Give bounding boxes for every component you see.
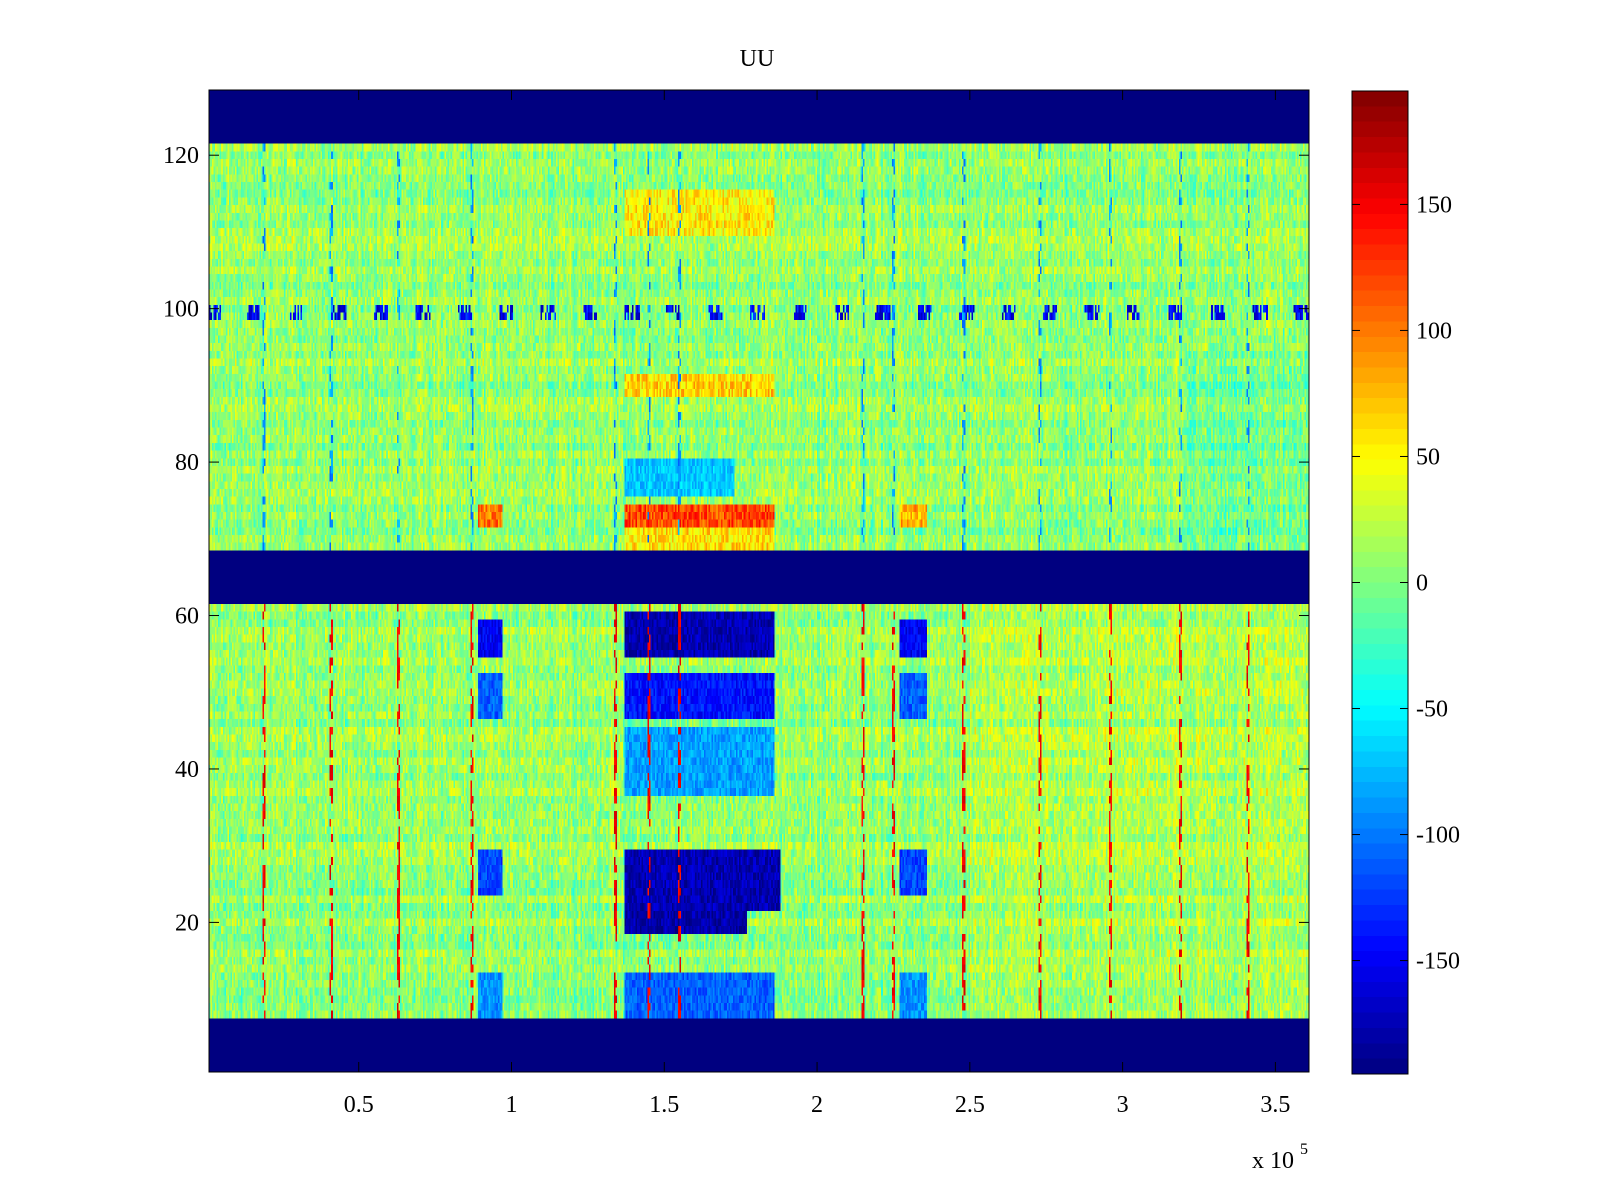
x-tick-label: 2.5 — [955, 1092, 985, 1118]
y-tick-label: 40 — [175, 757, 199, 783]
y-tick-label: 20 — [175, 910, 199, 936]
colorbar-tick-label: 150 — [1416, 192, 1452, 218]
colorbar-tick-label: -50 — [1416, 697, 1448, 723]
colorbar-image — [1352, 91, 1408, 1074]
colorbar-ticks: 150 100 50 0 -50 -100 -150 — [1352, 192, 1460, 975]
colorbar-tick-label: 100 — [1416, 318, 1452, 344]
x-axis-exponent-base: x 10 — [1252, 1148, 1294, 1174]
colorbar: 150 100 50 0 -50 -100 -150 — [1351, 90, 1460, 1075]
x-tick-label: 0.5 — [344, 1092, 374, 1118]
plot-frame — [208, 89, 1310, 1073]
x-tick-label: 3 — [1117, 1092, 1129, 1118]
y-tick-label: 120 — [163, 143, 199, 169]
colorbar-tick-label: -150 — [1416, 949, 1460, 975]
colorbar-tick-label: 0 — [1416, 571, 1428, 597]
x-tick-label: 3.5 — [1260, 1092, 1290, 1118]
y-tick-label: 60 — [175, 604, 199, 630]
x-axis-ticks: 0.5 1 1.5 2 2.5 3 3.5 — [344, 90, 1290, 1118]
x-axis-exponent-power: 5 — [1300, 1141, 1308, 1158]
heatmap-image — [209, 90, 1309, 1072]
x-axis-exponent: x 10 5 — [1252, 1141, 1308, 1174]
y-axis-ticks: 20 40 60 80 100 120 — [163, 143, 1309, 936]
heatmap-plot-area: 0.5 1 1.5 2 2.5 3 3.5 20 40 60 80 100 120 — [163, 89, 1310, 1118]
chart-title: UU — [740, 46, 775, 72]
colorbar-tick-label: 50 — [1416, 444, 1440, 470]
x-tick-label: 1 — [506, 1092, 518, 1118]
x-tick-label: 1.5 — [649, 1092, 679, 1118]
x-tick-label: 2 — [811, 1092, 823, 1118]
colorbar-tick-label: -100 — [1416, 823, 1460, 849]
y-tick-label: 100 — [163, 297, 199, 323]
y-tick-label: 80 — [175, 450, 199, 476]
